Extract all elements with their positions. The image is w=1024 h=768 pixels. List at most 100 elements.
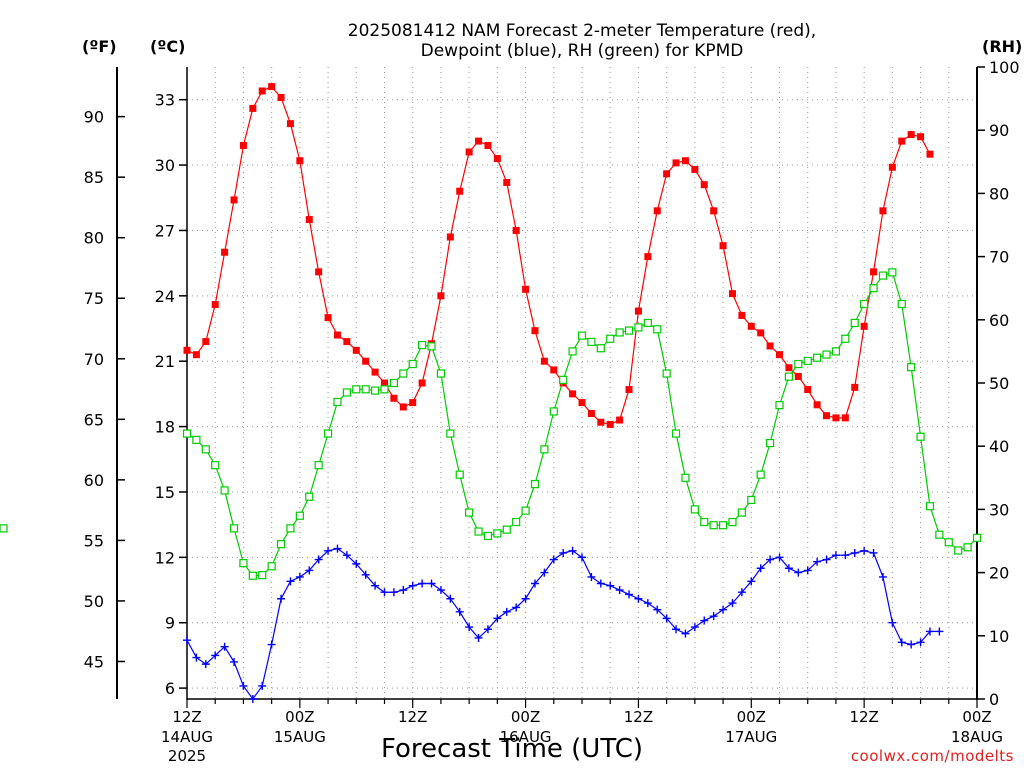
rh-green-point <box>737 508 746 517</box>
dewpoint-blue-point <box>408 581 417 590</box>
dewpoint-blue-point <box>869 548 878 557</box>
dewpoint-blue-point <box>418 579 427 588</box>
dewpoint-blue-point <box>578 553 586 562</box>
temperature-red-point <box>540 357 548 365</box>
rh-green-point <box>399 369 408 378</box>
rh-green-point <box>709 521 718 530</box>
temperature-red-point <box>531 327 539 335</box>
rh-green-point <box>549 407 558 416</box>
dewpoint-blue-point <box>719 605 728 614</box>
dewpoint-blue-point <box>352 559 361 568</box>
dewpoint-blue-point <box>860 546 869 555</box>
dewpoint-blue-point <box>728 599 737 608</box>
dewpoint-blue-point <box>502 607 511 616</box>
rh-tick-label: 60 <box>989 311 1009 330</box>
temperature-red-point <box>597 418 605 426</box>
dewpoint-blue-point <box>606 581 615 590</box>
dewpoint-blue-point <box>295 572 304 581</box>
temperature-red-point <box>296 157 304 165</box>
temperature-red-point <box>484 141 492 149</box>
temperature-red-point <box>352 346 360 354</box>
rh-green-point <box>352 385 361 394</box>
temperature-red-point <box>917 133 925 141</box>
rh-green-point <box>408 359 417 369</box>
dewpoint-blue-point <box>700 616 709 625</box>
temperature-red-point <box>907 131 915 139</box>
rh-green-point <box>342 388 351 397</box>
temperature-red-point <box>747 322 755 330</box>
chart-title-line2: Dewpoint (blue), RH (green) for KPMD <box>421 41 744 61</box>
rh-green-point <box>916 432 925 441</box>
rh-green-point <box>577 331 587 340</box>
rh-green-point <box>465 508 474 517</box>
dewpoint-blue-point <box>305 566 314 575</box>
x-tick-label-date: 17AUG <box>725 728 777 746</box>
temperature-red-point <box>550 366 558 374</box>
rh-green-point <box>822 350 831 359</box>
fahrenheit-tick-label: 75 <box>84 289 104 308</box>
temperature-red-point <box>728 290 736 298</box>
rh-green-point <box>474 527 483 536</box>
dewpoint-blue-point <box>380 588 389 597</box>
x-tick-label-time: 12Z <box>624 708 653 726</box>
celsius-tick-label: 6 <box>165 679 175 698</box>
dewpoint-blue-point <box>653 605 662 614</box>
dewpoint-blue-point <box>371 581 380 590</box>
temperature-red-point <box>898 137 906 145</box>
temperature-red-point <box>710 207 718 215</box>
x-axis-label: Forecast Time (UTC) <box>381 734 643 764</box>
rh-green-point <box>850 318 859 328</box>
temperature-red-point <box>371 368 379 376</box>
temperature-red-point <box>258 87 266 95</box>
rh-green-point <box>634 323 643 332</box>
dewpoint-blue-point <box>907 640 916 649</box>
temperature-red-point <box>794 372 802 380</box>
unit-celsius: (ºC) <box>150 37 185 56</box>
unit-rh: (RH) <box>982 37 1022 56</box>
rh-green-point <box>502 525 511 534</box>
rh-green-point <box>596 344 605 353</box>
dewpoint-blue-point <box>277 594 286 603</box>
temperature-red-point <box>681 157 689 165</box>
rh-green-point <box>483 531 493 541</box>
temperature-red-point <box>606 420 614 428</box>
x-tick-label-time: 12Z <box>849 708 878 726</box>
dewpoint-blue-point <box>681 629 690 638</box>
rh-green-point <box>784 372 794 381</box>
rh-tick-label: 100 <box>989 58 1020 77</box>
temperature-red-point <box>888 163 896 171</box>
rh-green-point <box>869 284 878 293</box>
rh-green-point <box>587 337 596 347</box>
credit-text: coolwx.com/modelts <box>851 747 1014 765</box>
temperature-red-point <box>286 120 294 128</box>
temperature-red-point <box>926 150 934 158</box>
dewpoint-blue-point <box>183 636 191 645</box>
x-tick-label-year: 2025 <box>168 747 206 765</box>
temperature-red-point <box>249 104 257 112</box>
temperature-red-point <box>879 207 887 215</box>
rh-green-point <box>653 325 662 334</box>
dewpoint-blue-point <box>239 681 248 690</box>
rh-green-point <box>972 533 982 542</box>
temperature-red-point <box>766 342 774 350</box>
fahrenheit-tick-label: 65 <box>84 410 104 429</box>
temperature-red-point <box>381 379 388 387</box>
rh-green-point <box>907 363 916 372</box>
rh-tick-label: 0 <box>989 690 999 709</box>
rh-tick-label: 20 <box>989 564 1009 583</box>
temperature-red-point <box>305 216 313 224</box>
rh-tick-label: 10 <box>989 627 1009 646</box>
rh-green-point <box>276 540 286 549</box>
temperature-red-point <box>493 155 501 163</box>
celsius-tick-label: 30 <box>155 156 175 175</box>
dewpoint-blue-point <box>512 603 521 612</box>
rh-green-point <box>436 369 446 378</box>
temperature-red-point <box>522 285 530 293</box>
dewpoint-blue-point <box>446 594 455 603</box>
celsius-tick-label: 9 <box>165 614 175 633</box>
temperature-red-point <box>362 357 370 365</box>
dewpoint-blue-point <box>474 633 483 642</box>
fahrenheit-tick-label: 80 <box>84 229 104 248</box>
dewpoint-blue-point <box>643 599 652 608</box>
